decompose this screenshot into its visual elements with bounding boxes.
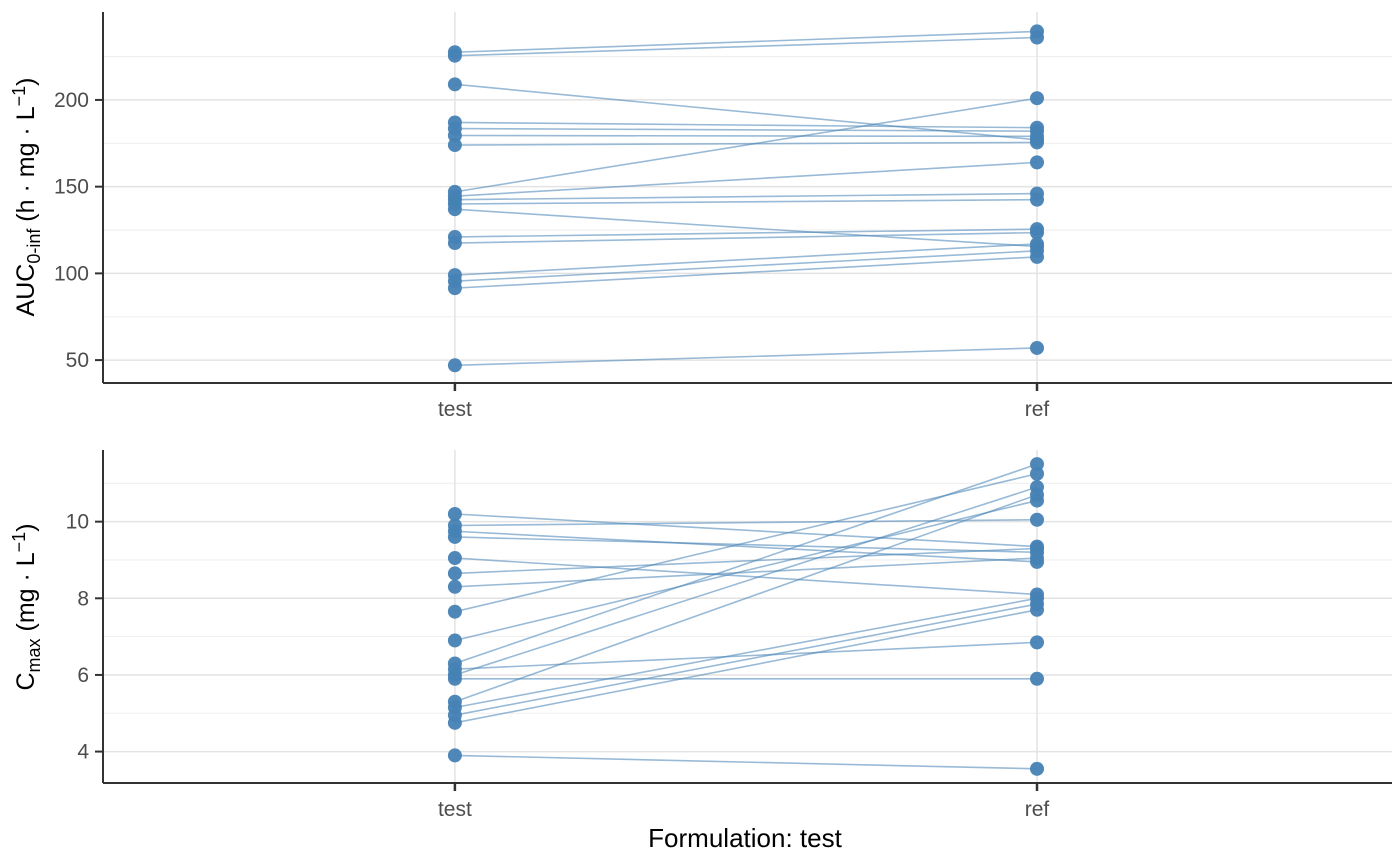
y-tick-label: 10: [66, 511, 89, 534]
data-point-ref: [1030, 512, 1045, 527]
data-point-test: [447, 236, 462, 251]
data-point-ref: [1030, 551, 1045, 566]
data-point-ref: [1030, 635, 1045, 650]
pair-line: [454, 30, 1038, 54]
data-point-ref: [1030, 155, 1045, 170]
data-point-ref: [1030, 30, 1045, 45]
x-tick-label: test: [438, 798, 472, 821]
y-title-cmax-close: ): [12, 523, 40, 531]
y-title-cmax-base: C: [12, 672, 40, 690]
y-title-auc-base: AUC: [12, 264, 40, 317]
pair-line: [454, 228, 1038, 238]
pair-line: [454, 536, 1038, 554]
pair-line: [454, 208, 1038, 248]
data-point-ref: [1030, 671, 1045, 686]
data-point-ref: [1030, 602, 1045, 617]
data-point-ref: [1030, 225, 1045, 240]
pair-line: [454, 486, 1038, 676]
pair-line: [454, 198, 1038, 205]
x-tick-label: test: [438, 398, 472, 421]
y-tick-label: 150: [54, 176, 89, 199]
y-tick-label: 8: [77, 587, 89, 610]
data-point-test: [447, 633, 462, 648]
data-point-test: [447, 715, 462, 730]
pair-line: [454, 609, 1038, 724]
data-point-test: [447, 77, 462, 92]
y-tick-label: 4: [77, 741, 89, 764]
pair-line: [454, 347, 1038, 367]
pair-line: [454, 530, 1038, 563]
data-point-test: [447, 138, 462, 153]
y-axis-title-auc: AUC0-inf (h · mg · L−1): [9, 78, 44, 317]
y-tick-label: 200: [54, 89, 89, 112]
pair-line: [454, 250, 1038, 282]
pair-line: [454, 463, 1038, 665]
data-point-ref: [1030, 340, 1045, 355]
y-title-auc-units: (h · mg · L: [12, 106, 40, 228]
data-point-test: [447, 748, 462, 763]
panel-cmax: 4 6 8 10 test ref: [66, 450, 1392, 821]
pair-line: [454, 494, 1038, 703]
data-point-test: [447, 579, 462, 594]
pair-line: [454, 256, 1038, 289]
data-point-ref: [1030, 487, 1045, 502]
pair-line: [454, 161, 1038, 197]
data-point-ref: [1030, 761, 1045, 776]
x-tick-label: ref: [1025, 398, 1050, 421]
data-point-test: [447, 281, 462, 296]
x-axis-title: Formulation: test: [648, 823, 842, 853]
y-tick-label: 6: [77, 664, 89, 687]
pair-line: [454, 518, 1038, 527]
pair-line: [454, 243, 1038, 276]
data-point-ref: [1030, 466, 1045, 481]
data-point-test: [447, 358, 462, 373]
pair-line: [454, 36, 1038, 57]
y-title-cmax-units: (mg · L: [12, 552, 40, 638]
pair-line: [454, 547, 1038, 575]
data-point-ref: [1030, 457, 1045, 472]
pair-line: [454, 557, 1038, 596]
data-point-ref: [1030, 249, 1045, 264]
data-point-test: [447, 506, 462, 521]
pair-line: [454, 141, 1038, 146]
data-point-test: [447, 566, 462, 581]
pair-line: [454, 641, 1038, 670]
pair-line: [454, 597, 1038, 709]
pair-line: [454, 134, 1038, 138]
data-point-ref: [1030, 135, 1045, 150]
data-point-test: [447, 551, 462, 566]
data-point-ref: [1030, 91, 1045, 106]
y-tick-label: 100: [54, 262, 89, 285]
pair-line: [454, 557, 1038, 588]
data-point-ref: [1030, 192, 1045, 207]
data-point-test: [447, 604, 462, 619]
pair-line: [454, 513, 1038, 548]
y-title-auc-subscript: 0-inf: [24, 228, 44, 264]
pair-line: [454, 499, 1038, 642]
pair-line: [454, 121, 1038, 129]
y-axis-title-cmax: Cmax (mg · L−1): [9, 523, 44, 690]
y-title-cmax-superscript: −1: [9, 532, 29, 553]
x-tick-label: ref: [1025, 798, 1050, 821]
data-point-test: [447, 48, 462, 63]
y-title-cmax-subscript: max: [24, 638, 44, 672]
y-title-auc-superscript: −1: [9, 86, 29, 107]
pair-line: [454, 754, 1038, 770]
pair-line: [454, 603, 1038, 716]
panel-auc: 50 100 150 200 test ref: [54, 12, 1392, 421]
pair-line: [454, 231, 1038, 244]
y-title-auc-close: ): [12, 78, 40, 86]
data-point-ref: [1030, 541, 1045, 556]
data-point-test: [447, 529, 462, 544]
data-point-test: [447, 671, 462, 686]
data-point-test: [447, 202, 462, 217]
pair-line: [454, 192, 1038, 201]
pair-line: [454, 97, 1038, 193]
pair-line: [454, 127, 1038, 132]
y-tick-label: 50: [66, 349, 89, 372]
